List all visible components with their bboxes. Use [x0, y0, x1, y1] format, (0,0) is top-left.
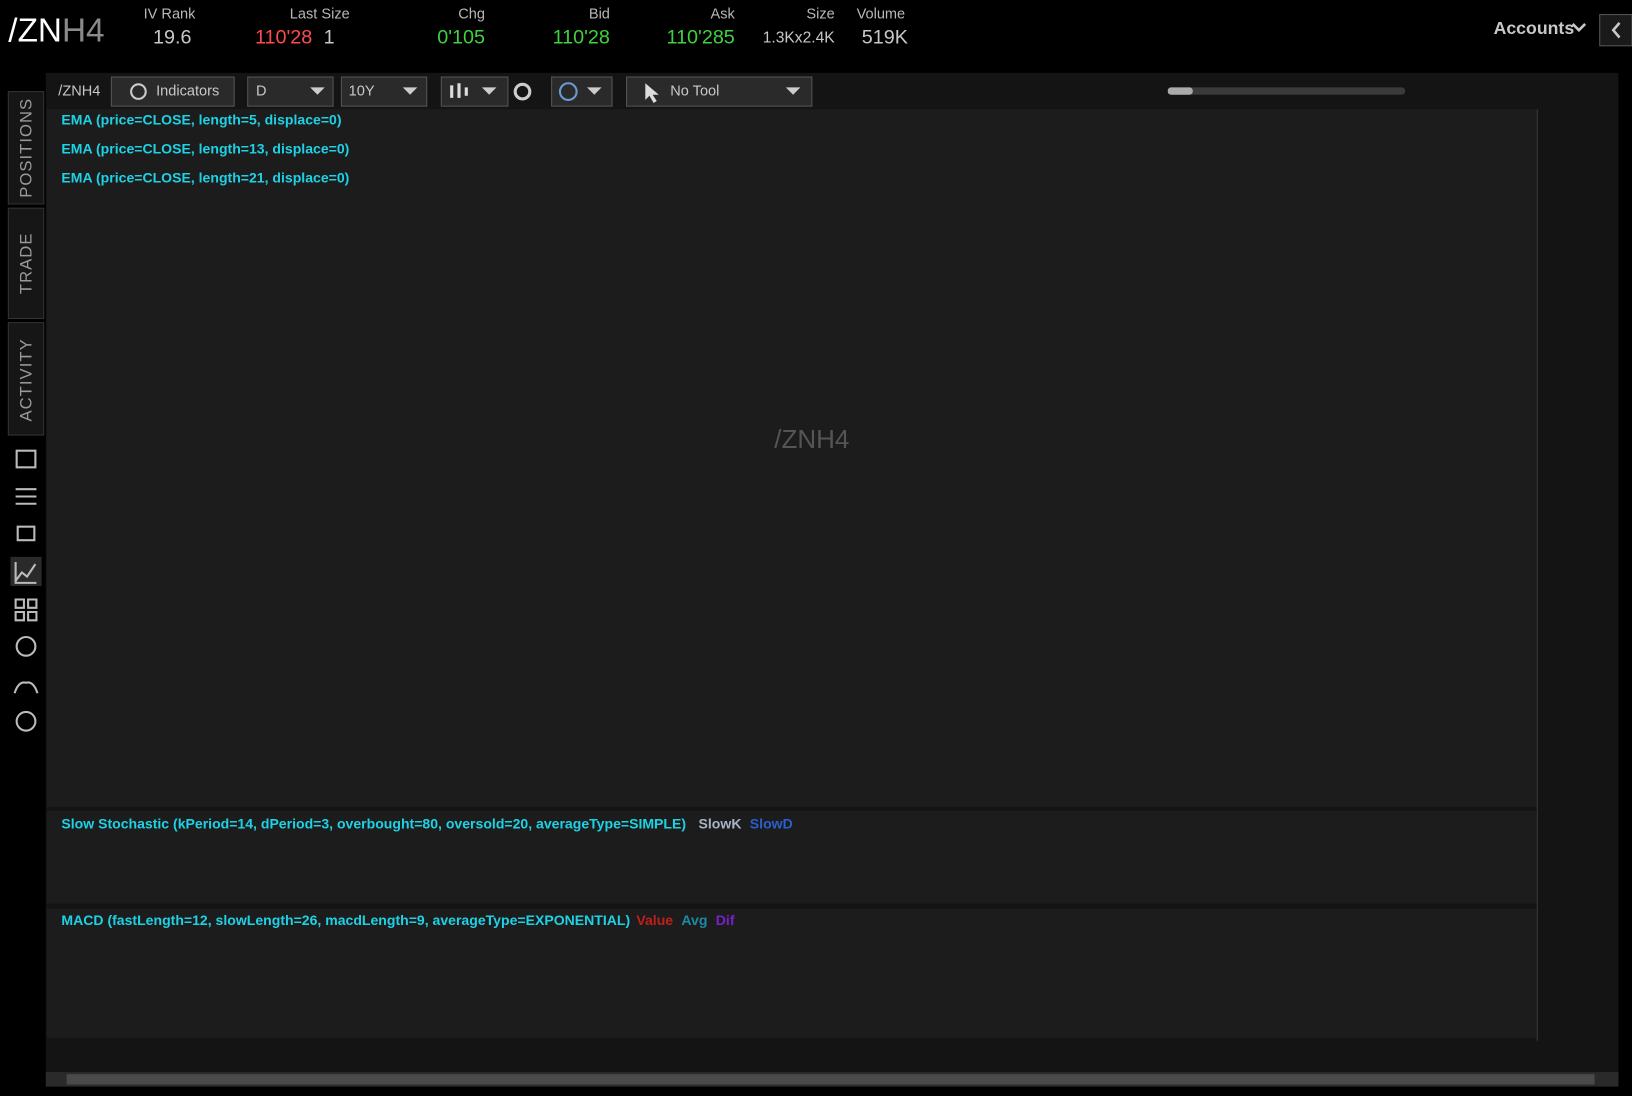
collapse-icon — [1611, 22, 1621, 39]
symbol-root: /ZN — [8, 12, 62, 49]
tab[interactable] — [7, 207, 45, 320]
dropdown-arrow — [587, 87, 602, 95]
legend-entry: Value — [636, 912, 673, 928]
stochastic-pane — [46, 810, 1538, 904]
icon[interactable] — [13, 681, 39, 694]
legend-entry: SlowK — [699, 815, 743, 831]
aggregation-value: D — [256, 83, 267, 99]
chevron-icon — [1571, 23, 1587, 33]
icon[interactable] — [15, 710, 37, 732]
icon[interactable] — [16, 525, 36, 542]
field-value: 110'285 — [667, 27, 735, 49]
symbol-suffix: H4 — [62, 12, 105, 49]
zoom-thumb[interactable] — [1167, 87, 1193, 95]
pane-title: MACD (fastLength=12, slowLength=26, macd… — [61, 912, 734, 928]
legend-entry: Avg — [681, 912, 707, 928]
zoom-bar[interactable] — [1167, 87, 1406, 95]
tool-select[interactable] — [626, 76, 813, 107]
drawing-select[interactable] — [551, 76, 613, 107]
indicators-label: Indicators — [156, 83, 219, 99]
collapse-button[interactable] — [1599, 14, 1632, 47]
tab[interactable] — [7, 322, 45, 436]
field-extra: 1 — [324, 27, 335, 49]
tab[interactable] — [7, 91, 45, 205]
legend-entry: SlowD — [750, 815, 793, 831]
symbol: /ZNH4 — [8, 12, 104, 49]
macd-title: MACD (fastLength=12, slowLength=26, macd… — [61, 912, 630, 928]
field-label: IV Rank — [144, 6, 197, 22]
tab-label: POSITIONS — [16, 98, 35, 198]
settings-icon[interactable] — [513, 82, 532, 101]
dropdown-arrow — [785, 87, 801, 95]
sidebar-icons — [10, 449, 42, 732]
field-value: 110'28 — [553, 27, 610, 49]
tool-value: No Tool — [670, 83, 719, 99]
gear-icon — [130, 83, 147, 100]
stochastic-title: Slow Stochastic (kPeriod=14, dPeriod=3, … — [61, 815, 686, 831]
field-label: Ask — [711, 6, 736, 22]
accounts-menu[interactable]: Accounts — [1494, 18, 1575, 38]
field-value: 519K — [862, 27, 908, 49]
dropdown-arrow — [481, 87, 497, 95]
icon[interactable] — [14, 598, 38, 622]
watermark: /ZNH4 — [774, 424, 849, 454]
candle-icon — [450, 83, 468, 98]
field-value: 1.3Kx2.4K — [763, 30, 836, 47]
price-pane — [46, 109, 1538, 807]
pane-title: Slow Stochastic (kPeriod=14, dPeriod=3, … — [61, 815, 792, 831]
macd-pane — [46, 908, 1538, 1038]
field-label: Size — [806, 6, 834, 22]
field-label: Chg — [458, 6, 485, 22]
tab-label: TRADE — [16, 233, 35, 295]
icon[interactable] — [15, 635, 37, 657]
dropdown-arrow — [402, 87, 418, 95]
field-value: 110'28 — [255, 27, 312, 49]
field-label: Bid — [589, 6, 610, 22]
scroll-thumb[interactable] — [66, 1074, 1595, 1085]
icon[interactable] — [14, 562, 37, 584]
toolbar-symbol: /ZNH4 — [58, 83, 100, 99]
icon[interactable] — [15, 449, 37, 469]
tab-label: ACTIVITY — [16, 338, 35, 421]
crosshair-icon — [558, 82, 578, 101]
pointer-icon — [645, 83, 659, 104]
field-label: Volume — [857, 6, 906, 22]
legend-entry: EMA (price=CLOSE, length=5, displace=0) — [61, 111, 341, 127]
field-value: 0'105 — [437, 27, 485, 49]
field-label: Last Size — [290, 6, 350, 22]
legend-entry: Dif — [716, 912, 735, 928]
legend-entry: EMA (price=CLOSE, length=13, displace=0) — [61, 141, 349, 157]
legend-entry: EMA (price=CLOSE, length=21, displace=0) — [61, 170, 349, 186]
period-value: 10Y — [349, 83, 375, 99]
field-value: 19.6 — [153, 27, 191, 49]
dropdown-arrow — [310, 87, 325, 95]
icon[interactable] — [15, 488, 37, 505]
